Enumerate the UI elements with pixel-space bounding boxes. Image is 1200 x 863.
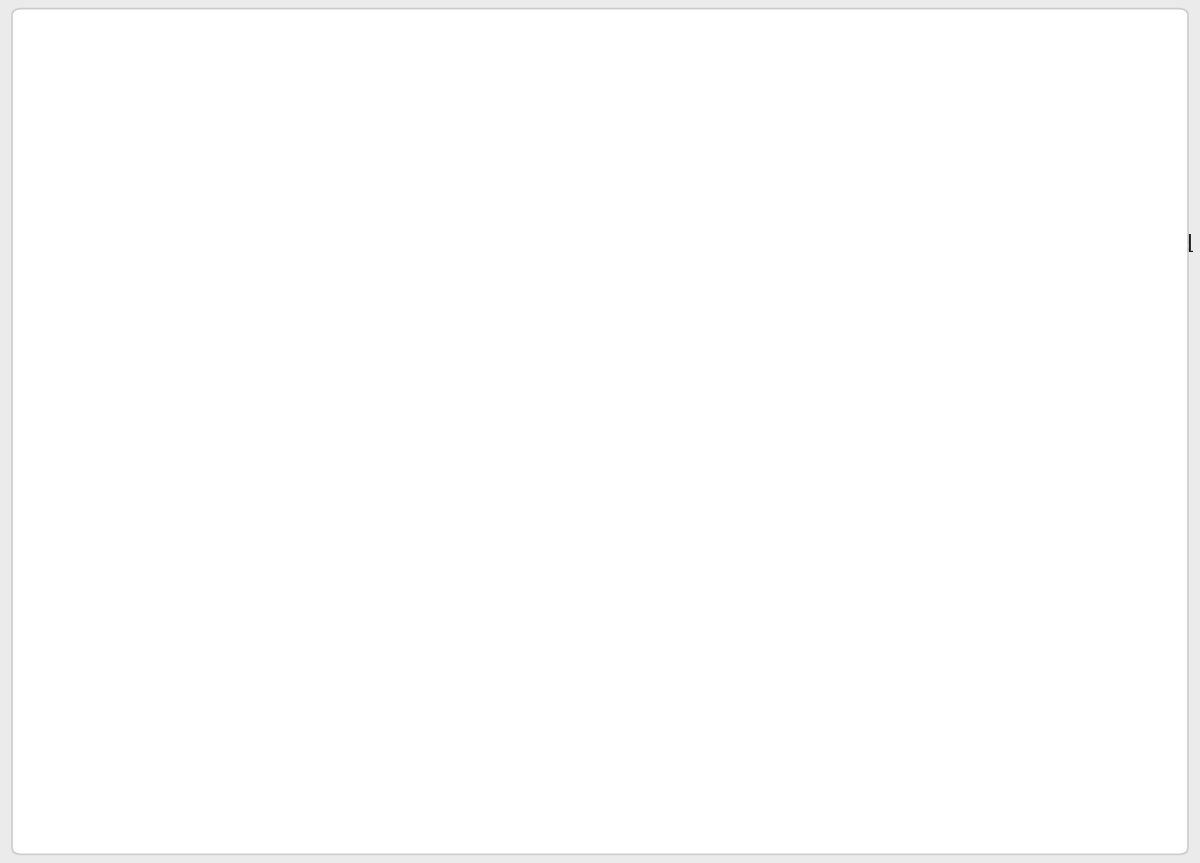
Text: L: L xyxy=(524,389,542,417)
FancyBboxPatch shape xyxy=(121,343,512,463)
Text: The combustion of octane, $\mathregular{C_8H_{18}}$, proceeds according to the r: The combustion of octane, $\mathregular{… xyxy=(56,66,1033,92)
Text: If 386 mol of octane combusts, what volume of carbon dioxide is produced at 28.0: If 386 mol of octane combusts, what volu… xyxy=(56,234,1200,257)
Text: $\mathit{V}$ =: $\mathit{V}$ = xyxy=(59,389,109,417)
Text: $\mathregular{2\,C_8H_{18}(l) + 25\,O_2(g) \longrightarrow 16\,CO_2(g) + 18\,H_2: $\mathregular{2\,C_8H_{18}(l) + 25\,O_2(… xyxy=(119,146,694,173)
